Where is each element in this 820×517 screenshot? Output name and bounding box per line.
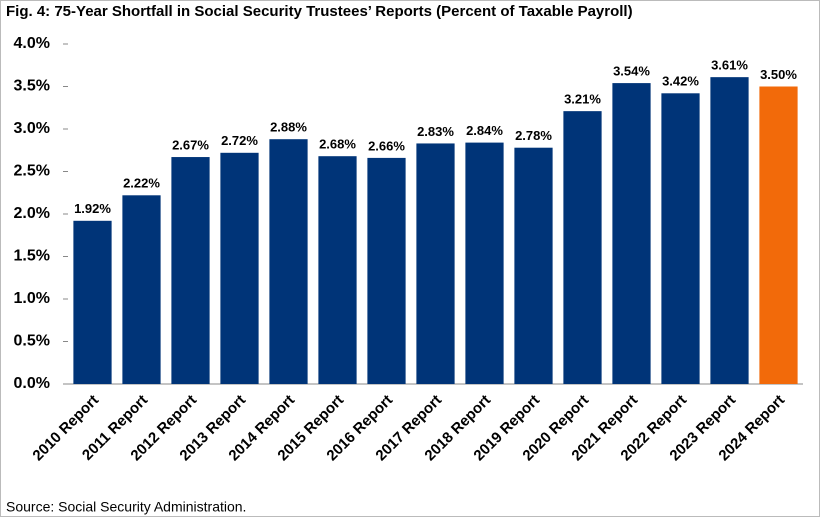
y-tick-label: 1.0% <box>14 290 50 307</box>
bar <box>661 93 700 385</box>
value-label: 3.42% <box>662 74 699 89</box>
value-label: 2.83% <box>417 124 454 139</box>
bar <box>759 86 798 384</box>
y-tick-label: 2.5% <box>14 163 50 180</box>
bar <box>269 139 308 384</box>
y-tick-label: 0.0% <box>14 375 50 392</box>
bar <box>73 220 112 384</box>
bar <box>318 156 357 384</box>
y-tick-label: 2.0% <box>14 205 50 222</box>
source: Source: Social Security Administration. <box>6 499 246 515</box>
y-tick-label: 0.5% <box>14 333 50 350</box>
bar <box>122 195 161 384</box>
value-label: 2.68% <box>319 137 356 152</box>
y-tick-label: 3.5% <box>14 78 50 95</box>
value-label: 2.84% <box>466 123 503 138</box>
value-label: 1.92% <box>74 201 111 216</box>
value-label: 2.88% <box>270 120 307 135</box>
bar <box>171 157 210 384</box>
chart-title: Fig. 4: 75-Year Shortfall in Social Secu… <box>6 3 633 20</box>
value-label: 2.78% <box>515 128 552 143</box>
value-label: 2.72% <box>221 133 258 148</box>
bar <box>367 157 406 384</box>
bar <box>563 111 602 385</box>
bar <box>465 142 504 384</box>
value-label: 3.21% <box>564 92 601 107</box>
y-tick-label: 4.0% <box>14 35 50 52</box>
value-label: 3.54% <box>613 64 650 79</box>
value-label: 3.61% <box>711 58 748 73</box>
y-tick-label: 3.0% <box>14 120 50 137</box>
bar <box>514 147 553 384</box>
value-label: 2.67% <box>172 137 209 152</box>
y-tick-label: 1.5% <box>14 248 50 265</box>
value-label: 2.22% <box>123 176 160 191</box>
value-label: 3.50% <box>760 67 797 82</box>
value-label: 2.66% <box>368 138 405 153</box>
bar <box>220 152 259 384</box>
bar <box>710 77 749 385</box>
bar <box>612 83 651 384</box>
bar <box>416 143 455 384</box>
